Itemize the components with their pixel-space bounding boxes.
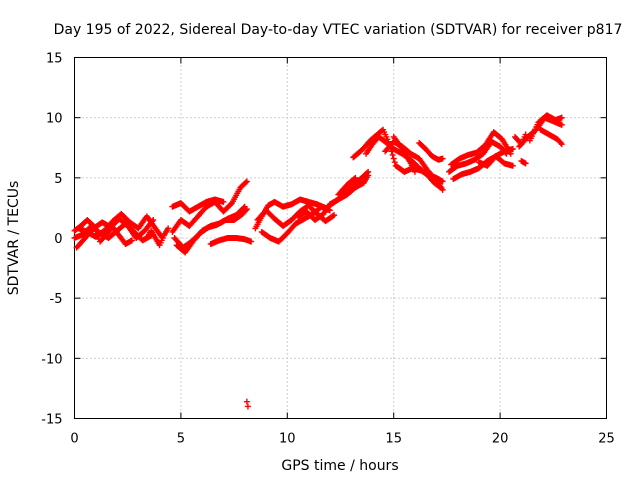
data-point <box>439 155 446 162</box>
data-point <box>242 179 249 186</box>
data-point <box>389 151 396 158</box>
data-point <box>243 398 250 405</box>
y-tick-labels: -15 -10 -5 0 5 10 15 <box>41 52 62 428</box>
data-point <box>522 160 529 167</box>
data-point <box>364 169 371 176</box>
data-point <box>509 145 516 152</box>
data-point <box>248 238 255 245</box>
y-tick-label: -10 <box>41 352 62 367</box>
x-tick-label: 20 <box>492 432 509 447</box>
data-point <box>558 121 565 128</box>
y-tick-label: 15 <box>46 52 63 67</box>
data-point <box>220 198 227 205</box>
x-tick-labels: 0 5 10 15 20 25 <box>70 432 614 447</box>
y-axis-title: SDTVAR / TECUs <box>6 181 22 296</box>
data-point <box>89 221 96 228</box>
y-tick-label: -15 <box>41 413 62 428</box>
data-point <box>331 212 338 219</box>
x-tick-label: 15 <box>385 432 402 447</box>
y-tick-label: 5 <box>54 172 62 187</box>
data-point <box>330 212 337 219</box>
data-point <box>557 139 564 146</box>
data-point <box>558 141 565 148</box>
data-point <box>128 237 135 244</box>
data-point <box>365 168 372 175</box>
data-point <box>227 201 234 208</box>
data-point <box>390 155 397 162</box>
y-tick-label: 10 <box>46 112 63 127</box>
data-point <box>439 178 446 185</box>
data-point <box>243 178 250 185</box>
y-tick-label: -5 <box>50 292 63 307</box>
data-point <box>351 175 358 182</box>
x-tick-label: 0 <box>70 432 78 447</box>
x-tick-label: 10 <box>279 432 296 447</box>
data-point <box>244 403 251 410</box>
x-axis-title: GPS time / hours <box>281 458 398 474</box>
data-point <box>507 150 514 157</box>
data-point <box>522 131 529 138</box>
data-point <box>352 174 359 181</box>
data-point <box>411 168 418 175</box>
data-point <box>240 204 247 211</box>
axis-ticks <box>74 57 607 419</box>
data-points <box>71 112 565 410</box>
chart-title: Day 195 of 2022, Sidereal Day-to-day VTE… <box>54 22 623 38</box>
data-point <box>558 114 565 121</box>
data-point <box>165 225 172 232</box>
x-tick-label: 25 <box>598 432 615 447</box>
data-point <box>439 186 446 193</box>
data-point <box>509 162 516 169</box>
x-tick-label: 5 <box>177 432 185 447</box>
data-point <box>391 159 398 166</box>
y-tick-label: 0 <box>54 232 62 247</box>
data-point <box>241 203 248 210</box>
